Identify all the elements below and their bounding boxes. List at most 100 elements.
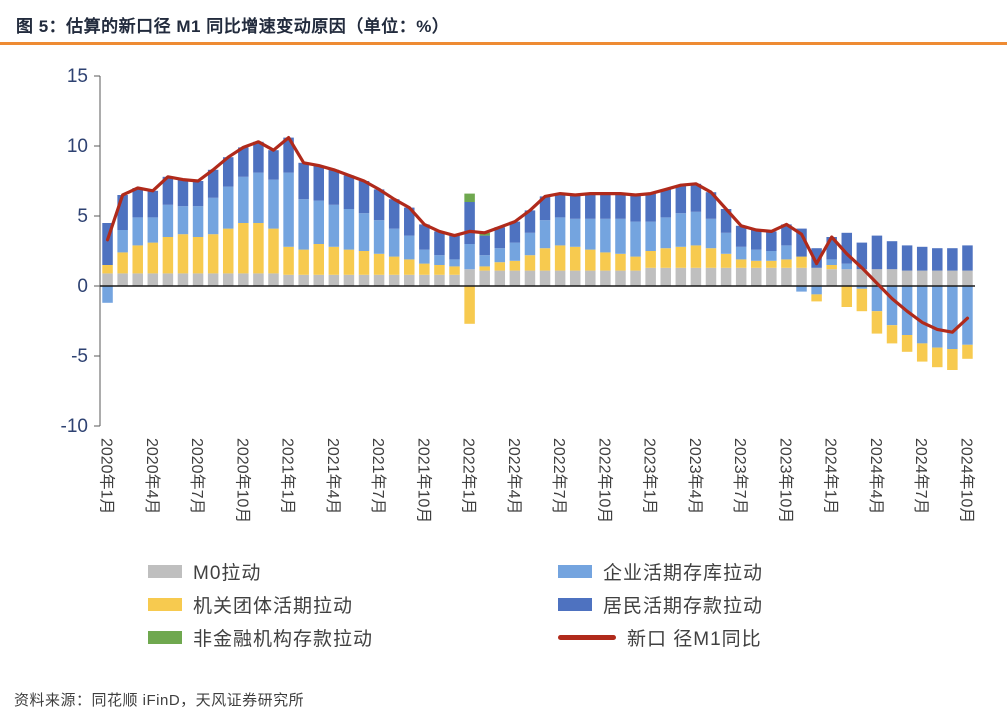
bar-segment-corp: [841, 263, 853, 270]
legend-item-nonfin: 非金融机构存款拉动: [148, 626, 508, 650]
bar-segment-m0: [177, 273, 189, 286]
x-axis-labels: 2020年1月 2020年4月 2020年7月 2020年10月 2021年1月 2021…: [98, 438, 976, 523]
bar-segment-m0: [675, 267, 687, 286]
x-tick-label: 2022年10月: [595, 438, 613, 523]
bar-segment-gov: [811, 294, 822, 302]
bar-segment-gov: [645, 251, 656, 268]
bar-segment-gov: [871, 311, 883, 334]
bar-segment-res: [388, 199, 400, 229]
x-tick-label: 2023年7月: [731, 438, 749, 515]
bar-segment-gov: [147, 242, 159, 274]
y-tick-label: 10: [67, 136, 88, 157]
y-tick-label: -5: [71, 346, 88, 367]
bar-segment-res: [766, 231, 777, 251]
legend-label-gov: 机关团体活期拉动: [193, 595, 354, 617]
bar-segment-m0: [856, 269, 868, 286]
bar-segment-res: [147, 190, 159, 218]
bar-segment-corp: [615, 218, 626, 254]
bar-segment-res: [796, 228, 807, 257]
bar-segment-gov: [615, 253, 626, 271]
bar-segment-gov: [705, 248, 717, 268]
bar-segment-res: [404, 207, 415, 236]
bar-segment-gov: [766, 260, 777, 268]
bar-segment-res: [328, 169, 340, 205]
x-tick-label: 2020年10月: [233, 438, 251, 523]
bar-segment-res: [358, 181, 370, 214]
bar-segment-m0: [117, 273, 128, 286]
bar-segment-res: [841, 232, 853, 264]
bar-segment-corp: [751, 249, 762, 261]
bar-segment-corp: [766, 251, 777, 261]
bar-segment-corp: [675, 213, 687, 247]
bar-segment-m0: [358, 274, 370, 286]
bar-segment-m0: [811, 267, 822, 286]
line-series-total: [105, 135, 970, 334]
bar-segment-gov: [404, 259, 415, 275]
bar-segment-m0: [132, 273, 143, 286]
bar-segment-m0: [298, 274, 309, 286]
bar-segment-m0: [705, 267, 717, 286]
bar-segment-res: [751, 230, 762, 250]
bar-segment-m0: [449, 274, 460, 286]
x-tick-label: 2022年7月: [550, 438, 568, 515]
bar-segment-gov: [932, 347, 943, 368]
bar-segment-m0: [147, 273, 159, 286]
bar-segment-gov: [781, 259, 792, 268]
x-tick-label: 2020年4月: [143, 438, 161, 515]
bar-segment-m0: [388, 274, 400, 286]
bar-segment-corp: [781, 245, 792, 260]
bar-segment-corp: [494, 248, 506, 263]
bar-segment-corp: [328, 204, 340, 247]
bar-segment-corp: [585, 218, 596, 250]
bar-segment-gov: [554, 245, 566, 271]
bar-segment-gov: [449, 266, 460, 275]
bar-segment-m0: [600, 270, 611, 286]
bar-segment-m0: [962, 270, 973, 286]
bar-segment-gov: [419, 263, 430, 275]
bar-segment-res: [690, 183, 702, 212]
bar-segment-res: [238, 147, 249, 177]
bar-segment-res: [660, 189, 671, 218]
legend-swatch-res: [558, 597, 592, 611]
x-tick-label: 2021年10月: [414, 438, 432, 523]
bar-segment-m0: [539, 270, 551, 286]
bar-segment-gov: [690, 245, 702, 268]
bar-segment-corp: [932, 286, 943, 348]
bar-segment-m0: [253, 273, 264, 286]
bar-segment-corp: [449, 259, 460, 267]
bar-segment-res: [464, 202, 475, 244]
bar-segment-m0: [268, 273, 279, 286]
bar-segment-gov: [298, 249, 309, 275]
bar-segment-corp: [554, 217, 566, 246]
bar-segment-corp: [539, 220, 551, 249]
bar-segment-m0: [328, 274, 340, 286]
bar-segment-res: [916, 246, 928, 271]
bar-segment-gov: [162, 237, 174, 274]
bar-segment-gov: [464, 286, 475, 324]
bar-segment-res: [117, 195, 128, 230]
bar-segment-corp: [358, 213, 370, 251]
bar-segment-res: [494, 227, 506, 249]
bar-segment-gov: [253, 223, 264, 274]
bar-segment-corp: [600, 218, 611, 253]
bar-segment-res: [585, 193, 596, 219]
bar-segment-corp: [735, 246, 747, 260]
bar-segment-corp: [660, 217, 671, 249]
legend-swatch-total: [558, 634, 616, 640]
bar-segment-gov: [569, 246, 581, 271]
bar-segment-gov: [207, 234, 219, 274]
bar-segment-res: [343, 175, 355, 209]
bar-segment-corp: [705, 218, 717, 249]
bar-segment-m0: [886, 269, 898, 286]
bar-segment-res: [479, 235, 490, 256]
bar-segment-res: [675, 185, 687, 214]
bar-segment-corp: [388, 228, 400, 257]
bar-segment-gov: [388, 256, 400, 275]
bar-segment-corp: [524, 232, 536, 256]
bar-segment-corp: [404, 235, 415, 260]
source-note: 资料来源：同花顺 iFinD，天风证券研究所: [14, 692, 305, 709]
bar-segment-corp: [162, 204, 174, 237]
chart-svg: 15 10 5 0 -5 -10 2020年1月 2020年4月 2020年7月 2020年10月…: [61, 66, 976, 523]
legend-label-nonfin: 非金融机构存款拉动: [193, 628, 374, 650]
bar-segment-res: [811, 248, 822, 268]
